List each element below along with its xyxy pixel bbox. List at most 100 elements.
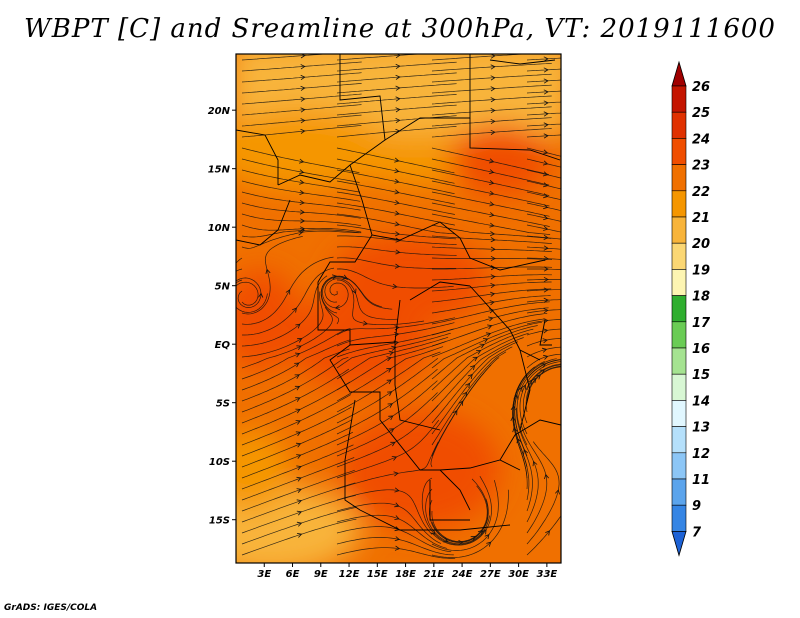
streamline-arrow-108: [542, 338, 548, 344]
streamline-arrow-146: [389, 428, 395, 433]
streamline-arrow-22: [395, 107, 401, 113]
streamline-90: [324, 278, 398, 320]
streamline-arrow-182: [394, 545, 401, 551]
streamline-arrow-176: [544, 473, 550, 480]
streamline-arrow-59: [489, 222, 495, 228]
streamline-arrow-117: [294, 352, 301, 358]
streamline-50: [336, 191, 455, 215]
streamline-181: [241, 518, 357, 556]
streamline-arrow-104: [542, 328, 549, 334]
streamline-42: [336, 169, 455, 195]
border-6: [459, 237, 546, 271]
streamline-arrow-12: [543, 78, 549, 84]
streamline-124: [526, 364, 561, 391]
border-5: [317, 234, 373, 305]
streamline-10: [336, 72, 457, 83]
streamline-arrow-107: [487, 324, 493, 330]
border-10: [329, 344, 381, 420]
streamline-arrow-137: [295, 408, 301, 414]
colorbar-swatch-6: [671, 216, 687, 244]
streamline-arrow-38: [394, 168, 400, 174]
streamline-arrow-31: [490, 129, 496, 135]
streamline-180: [526, 441, 560, 545]
streamline-155: [421, 477, 485, 545]
streamline-6: [336, 61, 457, 72]
streamline-129: [241, 356, 349, 413]
streamline-arrow-32: [543, 133, 549, 139]
border-15: [499, 419, 561, 461]
streamline-65: [241, 229, 362, 238]
streamline-arrow-15: [490, 86, 496, 92]
streamline-arrow-127: [472, 356, 478, 362]
streamline-47: [431, 180, 550, 207]
streamline-31: [431, 128, 552, 138]
streamline-arrow-25: [300, 118, 306, 124]
colorbar-extend-top: [671, 60, 687, 87]
streamline-arrow-21: [300, 107, 306, 113]
colorbar-label-14: 14: [692, 394, 710, 409]
chart-title: WBPT [C] and Sreamline at 300hPa, VT: 20…: [24, 14, 776, 44]
streamline-18: [336, 94, 457, 105]
streamline-arrow-46: [394, 189, 400, 195]
streamline-arrow-43: [489, 179, 495, 185]
streamline-arrow-78: [392, 283, 398, 289]
streamline-arrow-122: [386, 356, 392, 362]
streamline-28: [526, 123, 561, 127]
streamline-arrow-14: [395, 85, 401, 91]
colorbar-label-23: 23: [692, 159, 710, 174]
streamline-arrow-169: [296, 499, 302, 505]
streamline-114: [336, 332, 451, 369]
streamline-arrow-64: [543, 225, 549, 231]
streamline-arrow-80: [543, 266, 549, 272]
streamline-143: [431, 351, 507, 446]
country-borders: [236, 54, 561, 531]
x-tick-label-12E: 12E: [339, 569, 360, 580]
streamline-23: [431, 106, 552, 116]
streamline-arrow-125: [294, 374, 300, 379]
streamline-arrow-92: [543, 297, 549, 303]
streamline-arrow-116: [543, 354, 549, 360]
streamline-arrow-162: [394, 487, 400, 493]
streamline-arrow-180: [555, 489, 560, 495]
streamline-arrow-27: [490, 118, 496, 125]
streamline-81: [236, 279, 243, 284]
streamline-arrow-16: [543, 89, 549, 95]
border-14: [359, 509, 511, 531]
streamline-arrow-33: [298, 158, 305, 164]
streamline-12: [526, 79, 561, 83]
streamline-arrow-145: [295, 431, 302, 437]
x-tick-label-24E: 24E: [452, 569, 473, 580]
streamline-132: [525, 365, 561, 413]
streamline-arrow-42: [394, 178, 400, 184]
border-8: [394, 299, 441, 431]
streamline-105: [241, 275, 328, 347]
streamline-arrow-86: [334, 304, 340, 311]
streamline-149: [241, 419, 353, 468]
streamline-arrow-143: [462, 391, 468, 397]
streamline-84: [526, 279, 561, 281]
streamline-80: [527, 268, 561, 270]
streamline-144: [516, 359, 561, 446]
streamline-arrow-140: [521, 384, 526, 390]
streamline-113: [241, 307, 333, 369]
streamline-arrow-4: [543, 56, 549, 62]
streamline-21: [241, 104, 362, 116]
streamline-112: [526, 346, 561, 358]
streamline-arrow-100: [543, 318, 549, 324]
border-16: [469, 285, 541, 361]
streamline-arrow-68: [543, 234, 549, 240]
streamline-134: [336, 358, 439, 424]
streamline-54: [336, 202, 455, 226]
streamline-arrow-91: [490, 291, 496, 297]
streamline-146: [336, 392, 438, 457]
streamline-56: [526, 202, 561, 211]
streamline-174: [336, 526, 452, 553]
streamline-173: [241, 494, 356, 534]
streamline-arrow-132: [531, 377, 537, 384]
streamline-arrow-56: [542, 204, 549, 210]
colorbar-swatch-3: [671, 138, 687, 165]
streamline-68: [526, 235, 561, 240]
streamline-88: [526, 289, 561, 292]
colorbar-swatch-7: [671, 242, 687, 270]
streamline-arrow-52: [542, 193, 549, 199]
